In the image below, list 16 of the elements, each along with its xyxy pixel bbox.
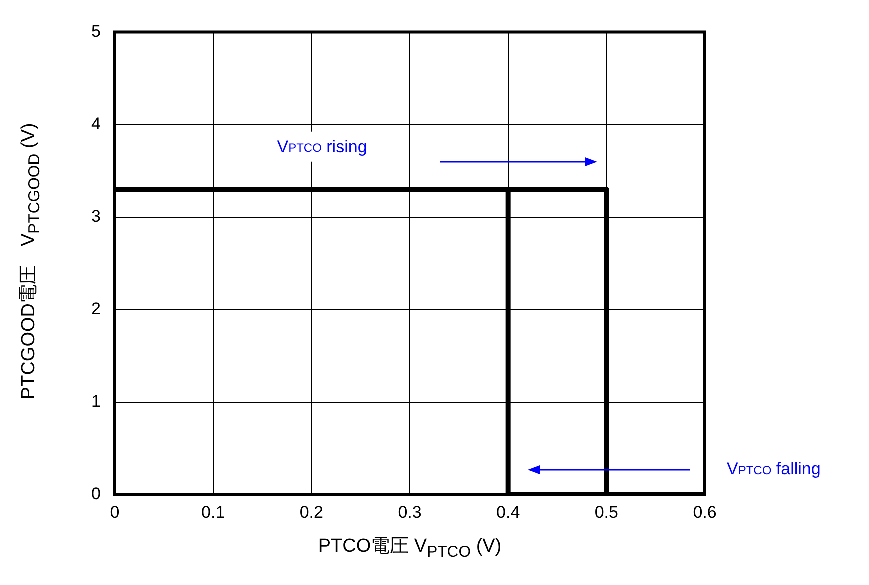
x-tick-label: 0.6: [693, 502, 717, 522]
x-tick-label: 0.3: [398, 502, 422, 522]
annotation: VPTCO rising: [277, 138, 368, 157]
x-tick-label: 0: [110, 502, 120, 522]
y-tick-label: 5: [92, 22, 101, 41]
y-tick-label: 1: [92, 392, 101, 412]
y-tick-label: 3: [92, 207, 101, 226]
x-tick-label: 0.2: [300, 502, 324, 522]
y-tick-label: 4: [92, 114, 101, 134]
x-tick-label: 0.1: [202, 502, 226, 522]
y-tick-label: 0: [92, 484, 101, 504]
x-tick-label: 0.5: [594, 502, 618, 522]
x-tick-label: 0.4: [496, 502, 520, 522]
text: VPTCO falling: [727, 460, 821, 479]
x-axis-title: PTCO電圧 V$_{PTCO}$ (V): [317, 535, 503, 562]
y-tick-label: 2: [92, 300, 101, 319]
